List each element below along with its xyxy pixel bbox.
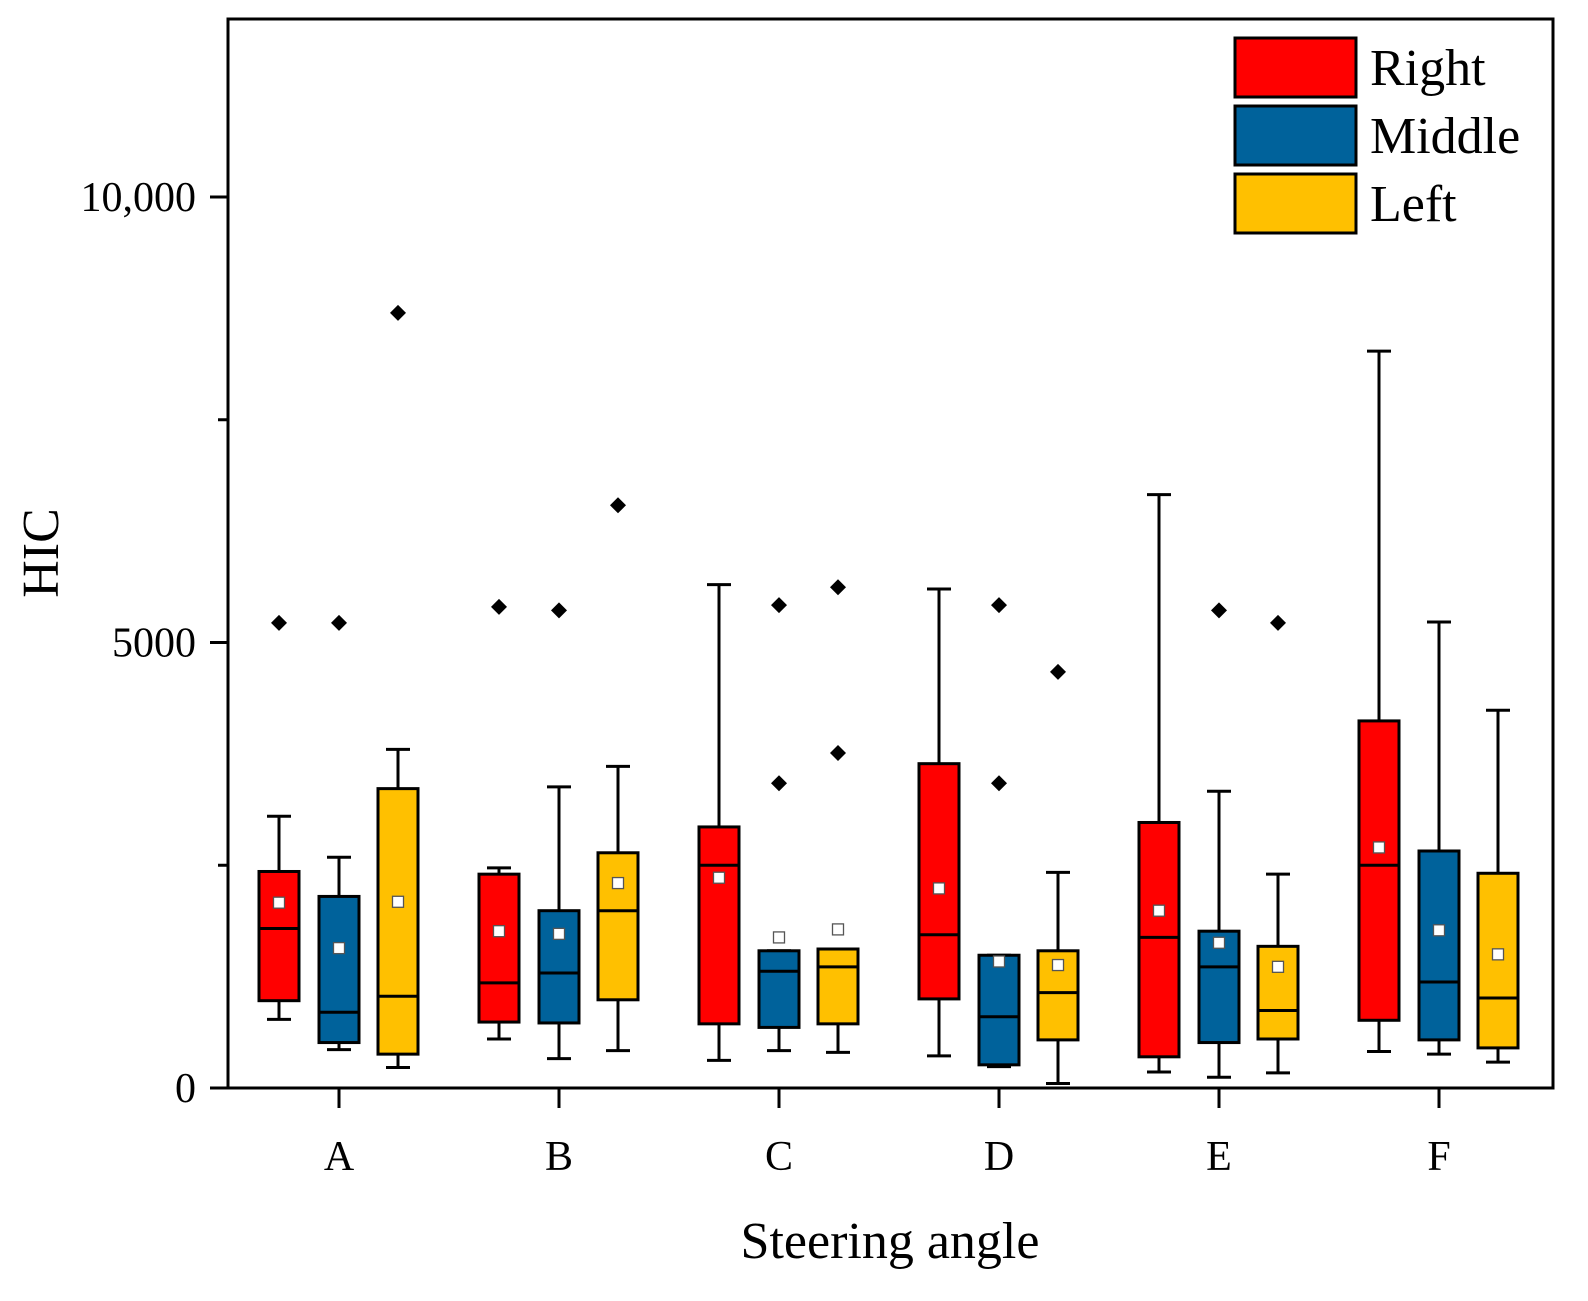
box-body [1256, 944, 1300, 1041]
box-body [1137, 820, 1181, 1059]
legend: Right Middle Left [1233, 36, 1520, 235]
mean-marker [272, 896, 286, 909]
box-body [537, 909, 581, 1025]
box-body [1197, 929, 1241, 1045]
box-body [477, 872, 521, 1024]
y-axis: 0 5000 10,000 [81, 175, 228, 1112]
legend-label-left: Left [1370, 176, 1457, 233]
mean-marker [552, 927, 566, 941]
mean-marker [831, 923, 845, 936]
box-series [257, 304, 1520, 1086]
mean-marker [1051, 958, 1065, 972]
y-tick-label: 5000 [112, 621, 196, 667]
mean-marker [712, 871, 726, 884]
mean-marker [932, 882, 946, 895]
box-right-f [1357, 349, 1401, 1053]
mean-marker [992, 955, 1006, 968]
outlier-marker [331, 614, 347, 631]
x-tick-label: B [545, 1134, 573, 1180]
mean-marker [772, 931, 786, 944]
y-tick-label: 10,000 [81, 175, 197, 221]
box-body [317, 894, 361, 1045]
legend-label-right: Right [1370, 40, 1486, 97]
box-left-a [376, 304, 420, 1070]
mean-marker [1212, 936, 1226, 949]
x-axis-title: Steering angle [741, 1213, 1040, 1270]
mean-marker [1152, 904, 1166, 917]
outlier-marker [390, 304, 406, 321]
x-tick-label: C [765, 1134, 793, 1180]
legend-swatch-middle [1233, 104, 1358, 167]
box-right-c [697, 583, 741, 1062]
box-body [697, 825, 741, 1026]
box-middle-b [537, 602, 581, 1061]
mean-marker [611, 876, 625, 890]
box-middle-e [1197, 602, 1241, 1079]
box-right-a [257, 614, 301, 1021]
box-middle-c [757, 597, 801, 1053]
outlier-marker [771, 775, 787, 792]
box-right-e [1137, 493, 1181, 1074]
outlier-marker [491, 598, 507, 615]
mean-marker [332, 941, 346, 955]
box-middle-d [977, 597, 1021, 1069]
outlier-marker [1050, 663, 1066, 680]
box-right-b [477, 598, 521, 1041]
x-tick-label: A [324, 1134, 355, 1180]
x-tick-label: D [984, 1134, 1014, 1180]
mean-marker [391, 895, 405, 908]
box-body [917, 762, 961, 1001]
box-body [596, 851, 640, 1002]
mean-marker [1491, 948, 1505, 961]
outlier-marker [1211, 602, 1227, 619]
outlier-marker [551, 602, 567, 619]
mean-marker [1432, 924, 1446, 937]
mean-marker [1271, 960, 1285, 973]
mean-marker [1372, 841, 1386, 854]
series-middle [317, 597, 1461, 1079]
x-axis: A B C D E F [324, 1088, 1451, 1180]
box-body [1476, 871, 1520, 1050]
box-left-e [1256, 614, 1300, 1075]
outlier-marker [771, 597, 787, 614]
outlier-marker [991, 775, 1007, 792]
outlier-marker [991, 597, 1007, 614]
box-left-b [596, 497, 640, 1053]
legend-swatch-right [1233, 36, 1358, 99]
legend-label-middle: Middle [1370, 108, 1520, 165]
box-body [977, 953, 1021, 1067]
outlier-marker [271, 614, 287, 631]
x-tick-label: E [1206, 1134, 1232, 1180]
y-tick-label: 0 [175, 1066, 196, 1112]
box-body [257, 869, 301, 1003]
box-body [816, 947, 860, 1026]
outlier-marker [830, 744, 846, 761]
box-middle-a [317, 614, 361, 1052]
box-left-c [816, 579, 860, 1054]
y-axis-title: HIC [13, 508, 70, 598]
box-body [757, 949, 801, 1029]
legend-swatch-left [1233, 172, 1358, 235]
outlier-marker [610, 497, 626, 514]
box-left-d [1036, 663, 1080, 1086]
mean-marker [492, 925, 506, 938]
box-left-f [1476, 708, 1520, 1064]
outlier-marker [830, 579, 846, 596]
series-left [376, 304, 1520, 1086]
box-body [376, 787, 420, 1056]
plot-frame [226, 17, 1555, 1090]
box-right-d [917, 587, 961, 1058]
x-tick-label: F [1427, 1134, 1450, 1180]
box-middle-f [1417, 620, 1461, 1056]
series-right [257, 349, 1401, 1074]
box-body [1417, 849, 1461, 1042]
outlier-marker [1270, 614, 1286, 631]
box-body [1357, 719, 1401, 1022]
